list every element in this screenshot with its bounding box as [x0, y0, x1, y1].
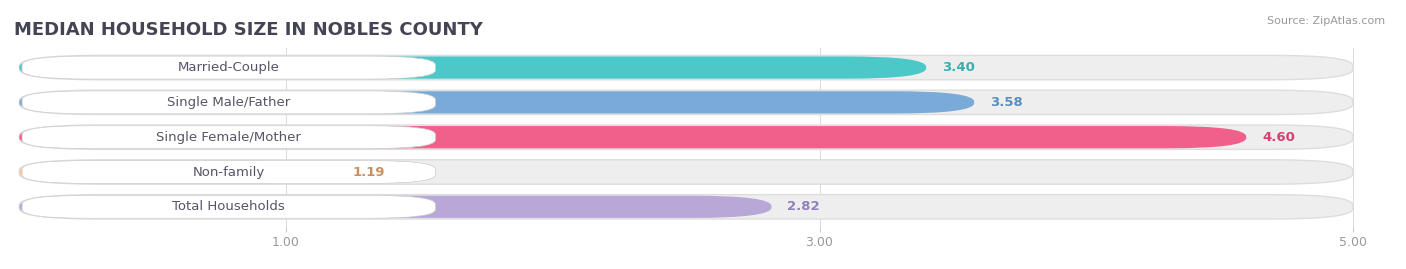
- Text: 3.40: 3.40: [942, 61, 974, 74]
- Text: 3.58: 3.58: [990, 96, 1024, 109]
- Text: Total Households: Total Households: [173, 200, 285, 213]
- FancyBboxPatch shape: [22, 126, 436, 149]
- Text: 4.60: 4.60: [1263, 131, 1295, 144]
- FancyBboxPatch shape: [22, 56, 436, 79]
- FancyBboxPatch shape: [20, 196, 772, 218]
- FancyBboxPatch shape: [20, 160, 1353, 184]
- FancyBboxPatch shape: [20, 91, 974, 114]
- Text: Source: ZipAtlas.com: Source: ZipAtlas.com: [1267, 16, 1385, 26]
- Text: 1.19: 1.19: [353, 165, 385, 179]
- Text: Single Female/Mother: Single Female/Mother: [156, 131, 301, 144]
- Text: Non-family: Non-family: [193, 165, 264, 179]
- FancyBboxPatch shape: [20, 195, 1353, 219]
- FancyBboxPatch shape: [20, 161, 337, 183]
- FancyBboxPatch shape: [22, 195, 436, 218]
- FancyBboxPatch shape: [20, 55, 1353, 80]
- FancyBboxPatch shape: [20, 90, 1353, 115]
- FancyBboxPatch shape: [22, 91, 436, 114]
- Text: Married-Couple: Married-Couple: [177, 61, 280, 74]
- Text: 2.82: 2.82: [787, 200, 820, 213]
- Text: MEDIAN HOUSEHOLD SIZE IN NOBLES COUNTY: MEDIAN HOUSEHOLD SIZE IN NOBLES COUNTY: [14, 20, 482, 38]
- FancyBboxPatch shape: [20, 126, 1246, 148]
- Text: Single Male/Father: Single Male/Father: [167, 96, 291, 109]
- FancyBboxPatch shape: [22, 161, 436, 183]
- FancyBboxPatch shape: [20, 125, 1353, 149]
- FancyBboxPatch shape: [20, 56, 927, 79]
